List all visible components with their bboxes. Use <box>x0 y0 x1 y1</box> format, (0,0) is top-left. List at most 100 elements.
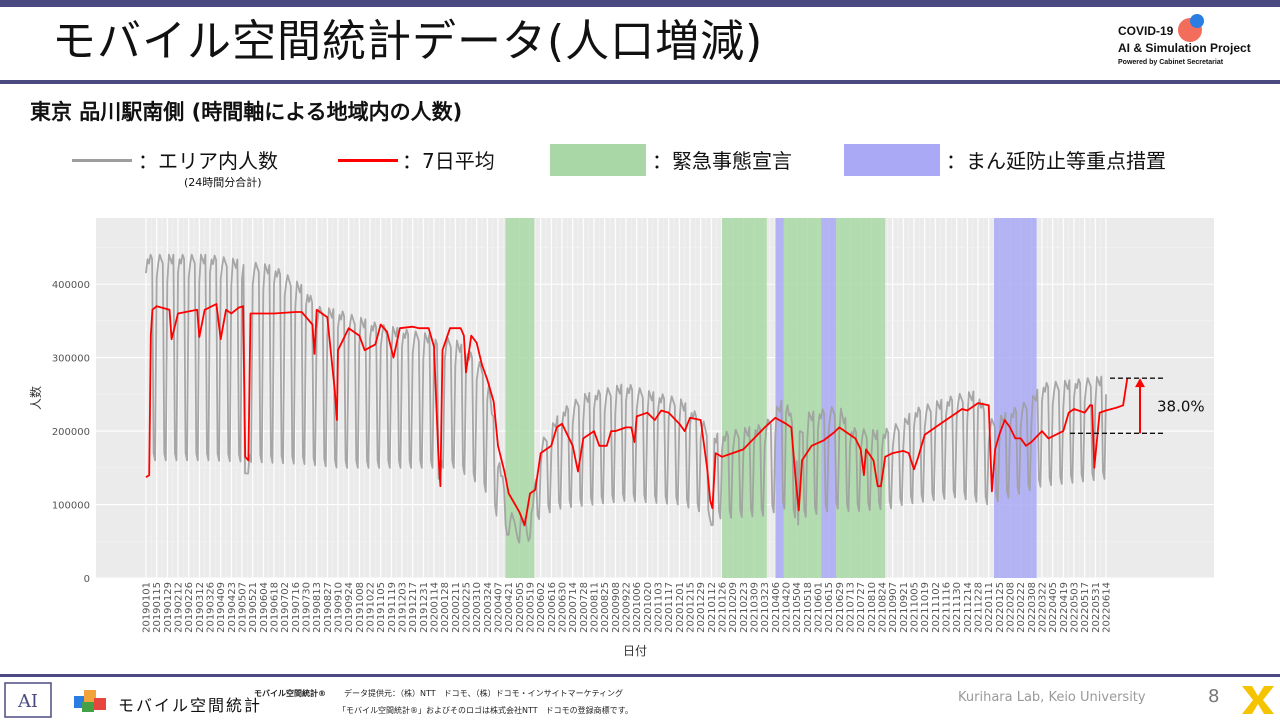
x-tick-label: 20190716 <box>291 582 302 633</box>
x-tick-label: 20200211 <box>451 582 462 633</box>
x-tick-label: 20211005 <box>910 582 921 633</box>
x-tick-label: 20200922 <box>622 582 633 633</box>
x-tick-label: 20210309 <box>750 582 761 633</box>
x-tick-label: 20200114 <box>430 582 441 633</box>
page-number: 8 <box>1208 686 1220 707</box>
legend-emergency-label: ：緊急事態宣言 <box>652 149 792 173</box>
logo-line2: AI & Simulation Project <box>1118 41 1251 55</box>
legend-avg-swatch <box>338 159 398 162</box>
footer-logo-text: モバイル空間統計 <box>118 696 263 715</box>
x-tick-label: 20210629 <box>835 582 846 633</box>
x-axis-title: 日付 <box>623 644 647 658</box>
x-tick-label: 20210323 <box>760 582 771 633</box>
x-tick-label: 20211228 <box>974 582 985 633</box>
x-tick-label: 20190924 <box>344 582 355 633</box>
annotation-arrow-head <box>1135 378 1145 388</box>
x-tick-label: 20190730 <box>302 582 313 633</box>
x-tick-label: 20190507 <box>238 582 249 633</box>
x-tick-label: 20190521 <box>248 582 259 633</box>
x-tick-label: 20190813 <box>312 582 323 633</box>
legend-raw-label: ：エリア内人数 <box>138 149 278 173</box>
legend-semi-swatch <box>844 144 940 176</box>
x-tick-label: 20200728 <box>579 582 590 633</box>
x-tick-label: 20210824 <box>878 582 889 633</box>
logo-dot-blue <box>1190 14 1204 28</box>
x-tick-label: 20200602 <box>536 582 547 633</box>
raw-series-layer <box>145 253 1107 544</box>
x-tick-label: 20200324 <box>483 582 494 633</box>
y-tick-label: 0 <box>84 574 90 585</box>
x-tick-label: 20210601 <box>814 582 825 633</box>
x-tick-label: 20210112 <box>707 582 718 633</box>
emergency-period <box>722 218 767 578</box>
annotation-label: 38.0% <box>1157 398 1205 416</box>
x-tick-label: 20211116 <box>942 582 953 633</box>
x-tick-label: 20201215 <box>686 582 697 633</box>
x-tick-label: 20190827 <box>323 582 334 633</box>
x-tick-label: 20190423 <box>227 582 238 633</box>
x-tick-label: 20200505 <box>515 582 526 633</box>
annotation-layer: 38.0% <box>1070 377 1205 434</box>
x-tick-label: 20210907 <box>888 582 899 633</box>
x-tick-label: 20191217 <box>408 582 419 633</box>
x-tick-label: 20191105 <box>376 582 387 633</box>
raw-series-line <box>145 253 1107 544</box>
y-tick-label: 200000 <box>52 427 90 438</box>
x-tick-label: 20211019 <box>920 582 931 633</box>
x-tick-label: 20200714 <box>568 582 579 633</box>
x-tick-label: 20200128 <box>440 582 451 633</box>
x-tick-label: 20210504 <box>792 582 803 633</box>
x-tick-label: 20210126 <box>718 582 729 633</box>
x-tick-label: 20190115 <box>152 582 163 633</box>
footer-trademark: 「モバイル空間統計®」およびそのロゴは株式会社NTT ドコモの登録商標です。 <box>338 706 633 715</box>
x-tick-label: 20220125 <box>995 582 1006 633</box>
x-tick-label: 20201103 <box>654 582 665 633</box>
slide-title: モバイル空間統計データ(人口増減) <box>52 16 764 67</box>
x-tick-label: 20190101 <box>142 582 153 633</box>
x-tick-label: 20200825 <box>600 582 611 633</box>
y-tick-label: 100000 <box>52 501 90 512</box>
x-tick-label: 20220222 <box>1016 582 1027 633</box>
covid-project-logo: COVID-19 AI & Simulation Project Powered… <box>1118 14 1276 74</box>
x-tick-label: 20220208 <box>1006 582 1017 633</box>
x-tick-label: 20190226 <box>184 582 195 633</box>
x-tick-label: 20201020 <box>643 582 654 633</box>
footer-source: データ提供元：（株）NTT ドコモ、（株）ドコモ・インサイトマーケティング <box>344 689 623 698</box>
footer-ai-logo: AI <box>4 682 52 718</box>
emergency-period <box>836 218 886 578</box>
x-tick-label: 20190212 <box>174 582 185 633</box>
y-tick-label: 300000 <box>52 354 90 365</box>
x-tick-label: 20210921 <box>899 582 910 633</box>
x-tick-label: 20220517 <box>1080 582 1091 633</box>
semi-period <box>821 218 837 578</box>
x-tick-label: 20210406 <box>771 582 782 633</box>
x-tick-label: 20190129 <box>163 582 174 633</box>
x-tick-label: 20220308 <box>1027 582 1038 633</box>
x-tick-label: 20190910 <box>334 582 345 633</box>
x-tick-label: 20201117 <box>664 582 675 633</box>
x-tick-label: 20191008 <box>355 582 366 633</box>
x-tick-label: 20210209 <box>728 582 739 633</box>
x-tick-label: 20191022 <box>366 582 377 633</box>
logo-line3: Powered by Cabinet Secretariat <box>1118 59 1224 66</box>
x-tick-label: 20200407 <box>494 582 505 633</box>
x-tick-label: 20210420 <box>782 582 793 633</box>
x-tick-label: 20190618 <box>270 582 281 633</box>
shaded-periods <box>505 218 1037 578</box>
x-tick-label: 20211130 <box>952 582 963 633</box>
x-tick-label: 20211214 <box>963 582 974 633</box>
semi-period <box>775 218 784 578</box>
footer-product: モバイル空間統計® <box>254 689 326 698</box>
x-tick-label: 20220503 <box>1070 582 1081 633</box>
legend-raw-swatch <box>72 159 132 162</box>
x-tick-label: 20200908 <box>611 582 622 633</box>
x-tick-label: 20210223 <box>739 582 750 633</box>
x-tick-label: 20210727 <box>856 582 867 633</box>
legend-raw-note: (24時間分合計) <box>184 176 262 189</box>
emergency-period <box>783 218 822 578</box>
footer-blocks-logo-icon <box>74 690 106 712</box>
top-accent-bar <box>0 0 1280 7</box>
x-tick-label: 20220419 <box>1059 582 1070 633</box>
legend-avg-label: ：7日平均 <box>402 149 495 173</box>
legend-semi-label: ：まん延防止等重点措置 <box>946 149 1166 173</box>
